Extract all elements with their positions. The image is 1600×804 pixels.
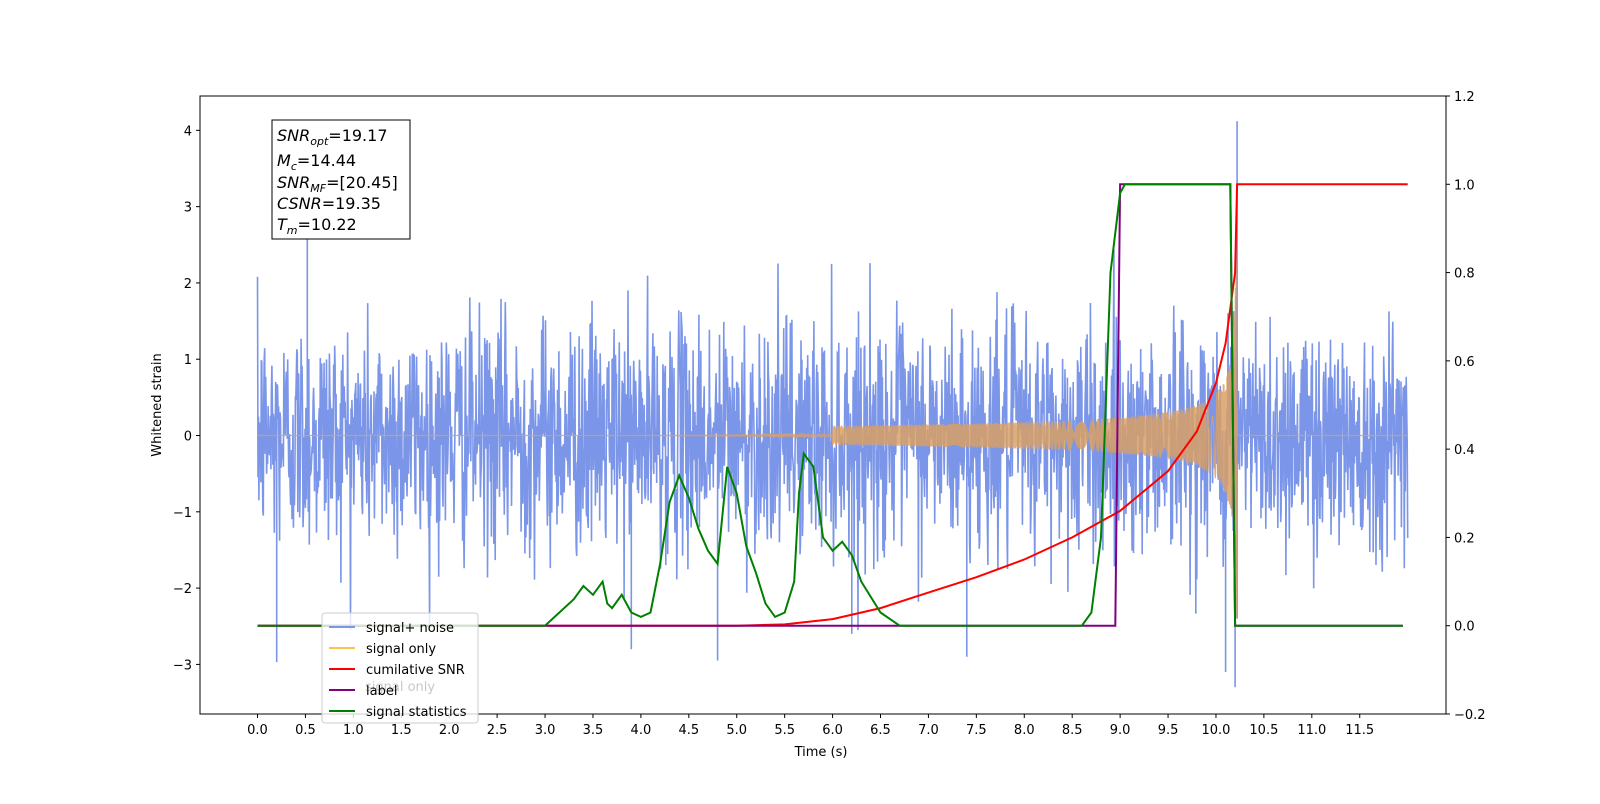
legend: signal only signal+ noise signal only cumil… <box>321 612 479 724</box>
x-tick-label: 0.5 <box>295 723 316 738</box>
x-tick-label: 9.5 <box>1158 723 1179 738</box>
annotation-line-mc-value: =14.44 <box>297 151 356 170</box>
y2-tick-label: 0.4 <box>1454 443 1475 458</box>
annotation-line-tm-base: T <box>277 215 288 234</box>
y2-tick-label: 0.8 <box>1454 267 1475 282</box>
annotation-line-snr-opt-sub: opt <box>310 135 329 148</box>
x-tick-label: 3.5 <box>583 723 604 738</box>
annotation-line-mc-base: M <box>277 151 291 170</box>
y-tick-label: −2 <box>173 582 192 597</box>
x-tick-label: 11.0 <box>1297 723 1326 738</box>
annotation-line-mc: Mc=14.44 <box>277 151 356 173</box>
y2-tick-label: 0.0 <box>1454 620 1475 635</box>
y-axis-ticks: −3 −2 −1 0 1 2 3 4 <box>173 124 200 673</box>
y-tick-label: −3 <box>173 658 192 673</box>
x-tick-label: 5.0 <box>726 723 747 738</box>
x-axis-label: Time (s) <box>794 745 848 760</box>
x-tick-label: 7.0 <box>918 723 939 738</box>
x-tick-label: 11.5 <box>1345 723 1374 738</box>
annotation-line-snr-opt-value: =19.17 <box>328 126 387 145</box>
y-tick-label: −1 <box>173 506 192 521</box>
x-tick-label: 4.5 <box>678 723 699 738</box>
y-axis-label: Whitened strain <box>150 353 165 456</box>
x-tick-label: 2.5 <box>487 723 508 738</box>
series-signal-statistics-line <box>257 183 1403 627</box>
plot-frame <box>199 95 1447 715</box>
annotation-line-snr-mf: SNRMF=[20.45] <box>277 173 398 195</box>
x-tick-label: 10.0 <box>1201 723 1230 738</box>
legend-label: label <box>366 684 397 699</box>
y2-tick-label: −0.2 <box>1454 708 1486 723</box>
legend-hidden-label: signal only <box>365 680 435 695</box>
annotation-line-mc-sub: c <box>291 160 297 173</box>
annotation-line-snr-mf-base: SNR <box>277 173 310 192</box>
annotation-box: SNRopt=19.17 Mc=14.44 SNRMF=[20.45] CSNR… <box>271 119 411 240</box>
y2-tick-label: 1.2 <box>1454 90 1475 105</box>
annotation-line-csnr-base: CSNR <box>277 194 322 213</box>
series-signal-only-line <box>257 252 1408 617</box>
x-tick-label: 0.0 <box>247 723 268 738</box>
x-tick-label: 8.0 <box>1014 723 1035 738</box>
annotation-line-snr-opt: SNRopt=19.17 <box>277 126 388 148</box>
y-tick-label: 0 <box>184 430 192 445</box>
legend-label: signal statistics <box>366 705 467 720</box>
x-tick-label: 9.0 <box>1110 723 1131 738</box>
x-tick-label: 10.5 <box>1249 723 1278 738</box>
annotation-line-csnr-value: =19.35 <box>322 194 381 213</box>
y2-tick-label: 1.0 <box>1454 178 1475 193</box>
x-tick-label: 6.5 <box>870 723 891 738</box>
x-tick-label: 8.5 <box>1062 723 1083 738</box>
y-tick-label: 1 <box>184 353 192 368</box>
y-tick-label: 4 <box>184 124 192 139</box>
y-tick-label: 2 <box>184 277 192 292</box>
x-tick-label: 3.0 <box>535 723 556 738</box>
legend-label: cumilative SNR <box>366 663 465 678</box>
series-cumilative-snr-line <box>257 183 1408 627</box>
x-axis-ticks: 0.0 0.5 1.0 1.5 2.0 2.5 3.0 3.5 4.0 4.5 5.0 5.5 6.0 6… <box>247 714 1374 738</box>
legend-label: signal only <box>366 642 436 657</box>
annotation-line-snr-opt-base: SNR <box>277 126 310 145</box>
y2-tick-label: 0.6 <box>1454 355 1475 370</box>
annotation-line-csnr: CSNR=19.35 <box>277 194 381 213</box>
x-tick-label: 1.5 <box>391 723 412 738</box>
x-tick-label: 2.0 <box>439 723 460 738</box>
annotation-line-tm: Tm=10.22 <box>277 215 357 237</box>
annotation-line-tm-value: =10.22 <box>298 215 357 234</box>
annotation-line-snr-mf-sub: MF <box>310 182 326 195</box>
annotation-frame <box>271 119 411 240</box>
annotation-line-tm-sub: m <box>287 224 298 237</box>
y2-tick-label: 0.2 <box>1454 531 1475 546</box>
x-tick-label: 1.0 <box>343 723 364 738</box>
x-tick-label: 4.0 <box>631 723 652 738</box>
y-tick-label: 3 <box>184 201 192 216</box>
x-tick-label: 6.0 <box>822 723 843 738</box>
x-tick-label: 7.5 <box>966 723 987 738</box>
plot-area <box>256 121 1409 688</box>
legend-label: signal+ noise <box>366 621 454 636</box>
annotation-line-snr-mf-value: =[20.45] <box>326 173 398 192</box>
y2-axis-ticks: −0.2 0.0 0.2 0.4 0.6 0.8 1.0 1.2 <box>1446 90 1486 723</box>
legend-frame <box>321 612 479 724</box>
x-tick-label: 5.5 <box>774 723 795 738</box>
